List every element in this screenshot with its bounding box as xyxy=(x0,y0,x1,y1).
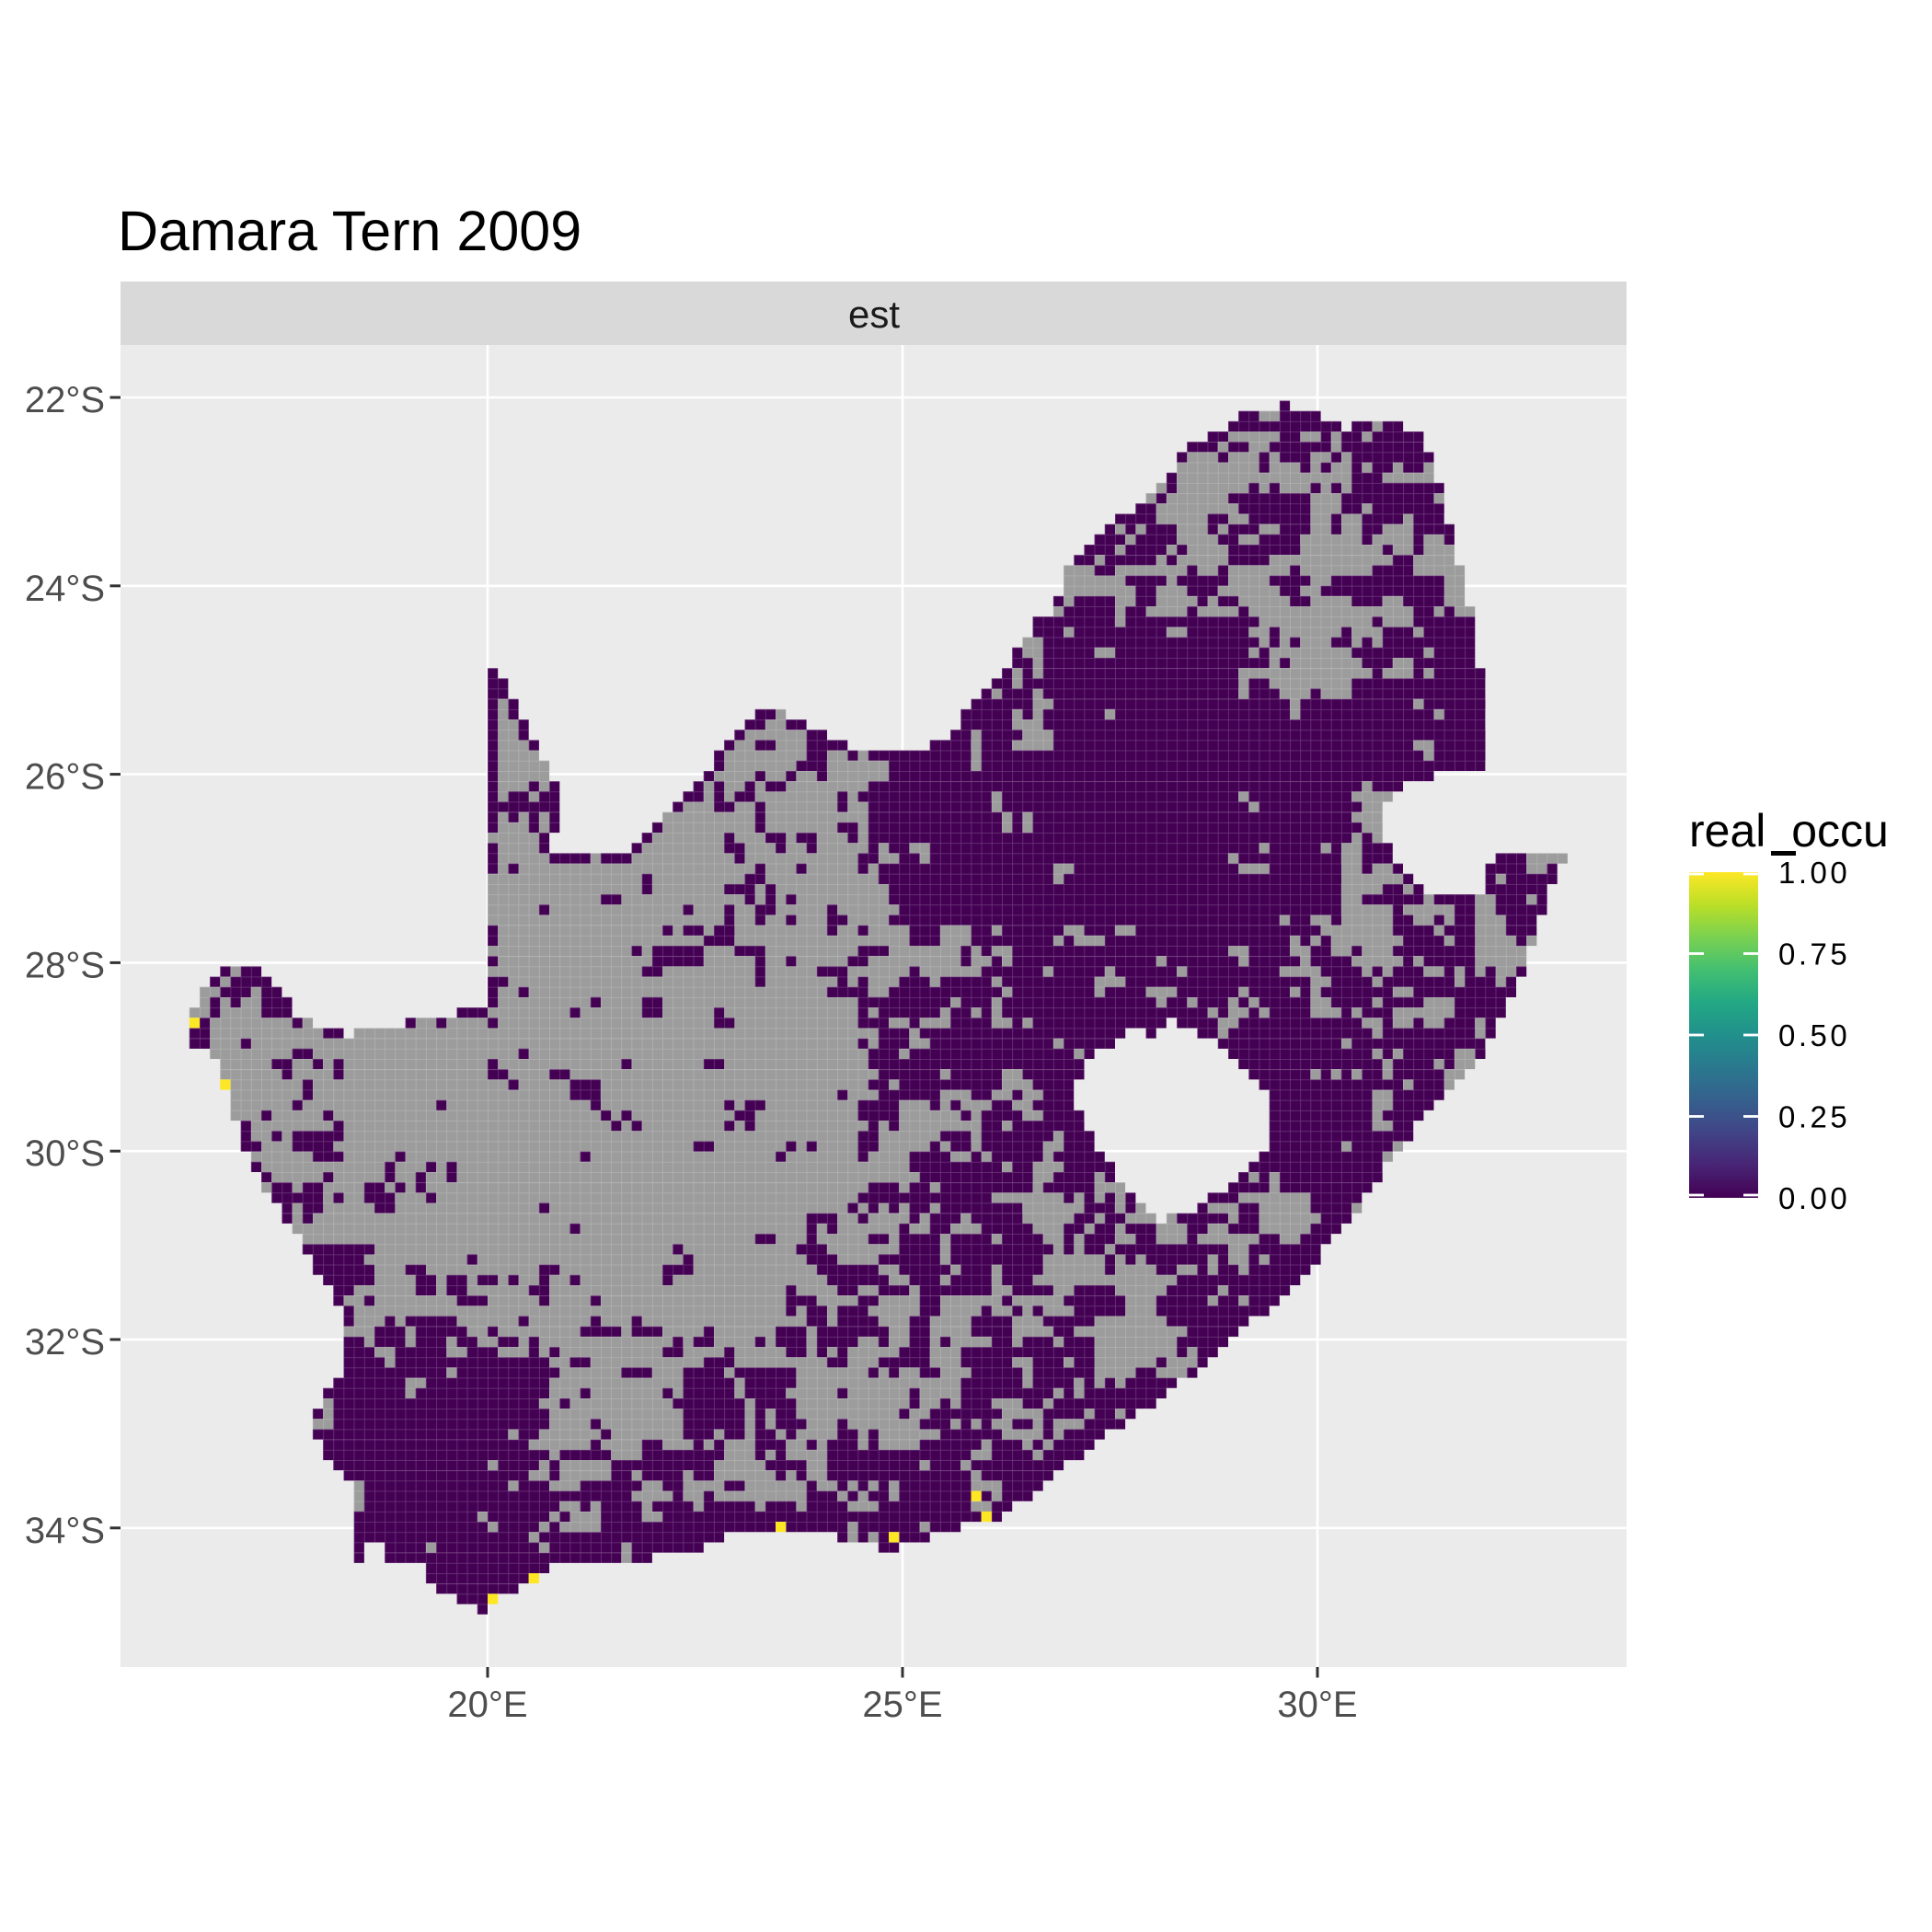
svg-text:0.75: 0.75 xyxy=(1778,937,1850,972)
svg-text:est: est xyxy=(848,293,900,336)
svg-text:30°E: 30°E xyxy=(1277,1685,1357,1725)
svg-text:1.00: 1.00 xyxy=(1778,856,1850,890)
svg-text:0.50: 0.50 xyxy=(1778,1018,1850,1052)
svg-text:26°S: 26°S xyxy=(25,757,105,798)
svg-text:32°S: 32°S xyxy=(25,1322,105,1363)
svg-text:0.00: 0.00 xyxy=(1778,1181,1850,1215)
svg-text:0.25: 0.25 xyxy=(1778,1100,1850,1134)
svg-text:22°S: 22°S xyxy=(25,380,105,420)
svg-text:30°S: 30°S xyxy=(25,1133,105,1174)
svg-text:34°S: 34°S xyxy=(25,1511,105,1551)
svg-text:24°S: 24°S xyxy=(25,569,105,609)
svg-text:28°S: 28°S xyxy=(25,945,105,985)
svg-text:25°E: 25°E xyxy=(862,1685,942,1725)
svg-text:Damara Tern 2009: Damara Tern 2009 xyxy=(118,200,581,262)
svg-text:20°E: 20°E xyxy=(447,1685,527,1725)
